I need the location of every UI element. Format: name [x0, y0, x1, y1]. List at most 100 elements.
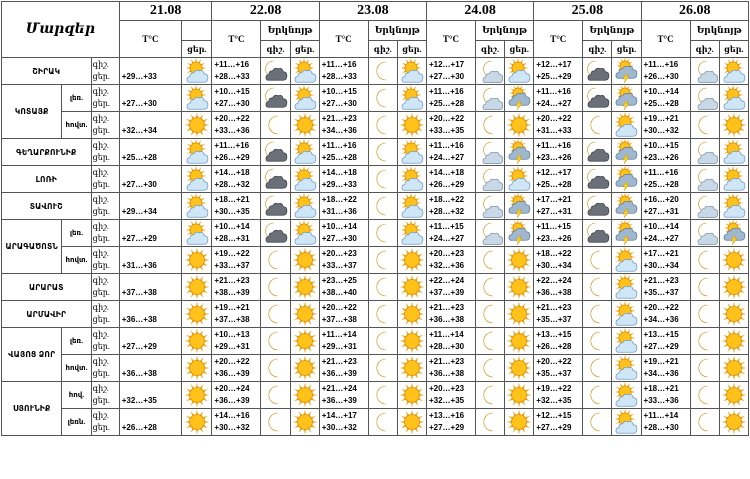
day-icon-cell	[504, 138, 535, 166]
night-icon-cell	[260, 246, 291, 274]
night-icon-cell	[260, 300, 291, 328]
night-temp: +22…+24	[536, 275, 572, 285]
day-temp: +25…+29	[536, 72, 572, 81]
moon-icon	[369, 59, 396, 84]
day-icon-cell	[718, 219, 750, 247]
night-icon-cell	[474, 381, 506, 409]
sun-cloud-icon	[720, 193, 747, 219]
day-temp: +23…+26	[536, 153, 572, 162]
night-temp: +13…+16	[428, 410, 465, 420]
day-label: ցեր.	[92, 315, 110, 324]
temperature-cell: +11…+16 +25…+28	[640, 165, 691, 193]
night-label: գիշ.	[92, 60, 109, 69]
sun-icon	[506, 301, 533, 327]
night-icon-cell	[474, 57, 506, 85]
day-icon-cell	[611, 354, 642, 382]
blank-line	[122, 113, 181, 126]
sun-storm-icon	[613, 58, 640, 84]
day-label: ցեր.	[92, 99, 110, 108]
subregion-name: լեռ.	[61, 84, 92, 112]
sun-icon	[398, 409, 425, 435]
subregion-name: հովտ.	[61, 111, 92, 139]
night-label: գիշ.	[582, 40, 613, 58]
night-label: գիշ.	[92, 249, 109, 258]
temperature-cell: +20…+22 +36…+39	[211, 354, 262, 382]
night-icon-cell	[689, 57, 720, 85]
day-label: ցեր.	[718, 40, 750, 58]
night-temp: +20…+22	[536, 113, 572, 123]
day-temp: +27…+29	[121, 342, 157, 351]
day-icon-cell	[396, 84, 427, 112]
night-icon-cell	[367, 138, 398, 166]
temperature-cell: +10…+13 +29…+31	[211, 327, 262, 355]
sky-label: Երկնոյթ	[260, 20, 320, 41]
day-temp: +34…+36	[643, 369, 679, 378]
night-day-labels: գիշ. ցեր.	[90, 111, 120, 139]
moon-cloud-icon	[476, 194, 504, 219]
night-temp: +10…+15	[321, 86, 357, 96]
day-temp: +33…+36	[214, 126, 250, 135]
temperature-cell: +11…+16 +25…+28	[425, 84, 476, 112]
day-icon-cell	[289, 300, 320, 328]
night-icon-cell	[689, 408, 720, 436]
night-temp: +10…+15	[214, 86, 250, 96]
day-temp: +23…+26	[643, 153, 679, 162]
sun-icon	[183, 409, 211, 435]
night-temp: +20…+22	[643, 302, 679, 312]
moon-cloud-dark-icon	[584, 140, 611, 165]
temperature-cell: +32…+35	[118, 381, 183, 409]
night-icon-cell	[474, 300, 506, 328]
sun-cloud-icon	[291, 220, 318, 246]
moon-icon	[691, 302, 718, 327]
temperature-cell: +21…+23 +36…+38	[425, 354, 476, 382]
sun-storm-icon	[506, 85, 533, 111]
moon-icon	[584, 113, 611, 138]
moon-icon	[369, 140, 396, 165]
night-icon-cell	[367, 111, 398, 139]
night-icon-cell	[367, 273, 398, 301]
night-day-labels: գիշ. ցեր.	[90, 219, 120, 247]
sun-icon	[183, 247, 211, 273]
sun-cloud-icon	[291, 166, 318, 192]
moon-cloud-icon	[691, 167, 718, 192]
table-row: ԿՈՏԱՅՔ լեռ. գիշ. ցեր. +27…+30 +10…+15 +27…+30…	[0, 84, 750, 139]
day-icon-cell	[718, 57, 750, 85]
blank-line	[122, 59, 181, 72]
day-icon-cell	[611, 246, 642, 274]
day-temp: +26…+29	[214, 153, 250, 162]
date-header: 26.08	[640, 1, 750, 21]
table-row: հովտ. գիշ. ցեր. +31…+36 +19…+22 +33…+37 +20……	[2, 246, 750, 274]
day-temp: +26…+28	[121, 423, 157, 432]
blank-line	[122, 194, 181, 207]
day-icon-cell	[718, 246, 750, 274]
night-icon-cell	[474, 192, 506, 220]
temperature-cell: +36…+38	[118, 300, 183, 328]
night-temp: +10…+13	[214, 329, 250, 339]
day-icon-cell	[396, 138, 427, 166]
day-temp: +27…+30	[121, 99, 157, 108]
blank-line	[122, 329, 181, 342]
temperature-cell: +23…+25 +38…+40	[318, 273, 369, 301]
temperature-cell: +27…+29	[118, 219, 183, 247]
day-icon-cell	[504, 273, 535, 301]
night-temp: +18…+22	[536, 248, 572, 258]
day-temp: +38…+40	[321, 288, 357, 297]
moon-cloud-icon	[691, 59, 718, 84]
day-temp: +34…+36	[321, 126, 357, 135]
temperature-cell: +10…+15 +27…+30	[211, 84, 262, 112]
day-icon-cell	[504, 111, 535, 139]
day-temp: +37…+38	[321, 315, 357, 324]
moon-icon	[476, 356, 503, 381]
night-temp: +20…+22	[214, 356, 250, 366]
day-temp: +30…+32	[643, 126, 679, 135]
sun-cloud-icon	[613, 382, 640, 408]
weather-icon-cell	[181, 165, 213, 193]
temperature-cell: +11…+16 +24…+27	[533, 84, 584, 112]
day-icon-cell	[396, 408, 427, 436]
night-label: գիշ.	[92, 330, 109, 339]
moon-cloud-icon	[691, 86, 718, 111]
night-temp: +19…+21	[214, 302, 250, 312]
moon-icon	[369, 383, 396, 408]
night-icon-cell	[689, 246, 720, 274]
sun-cloud-icon	[183, 193, 211, 219]
